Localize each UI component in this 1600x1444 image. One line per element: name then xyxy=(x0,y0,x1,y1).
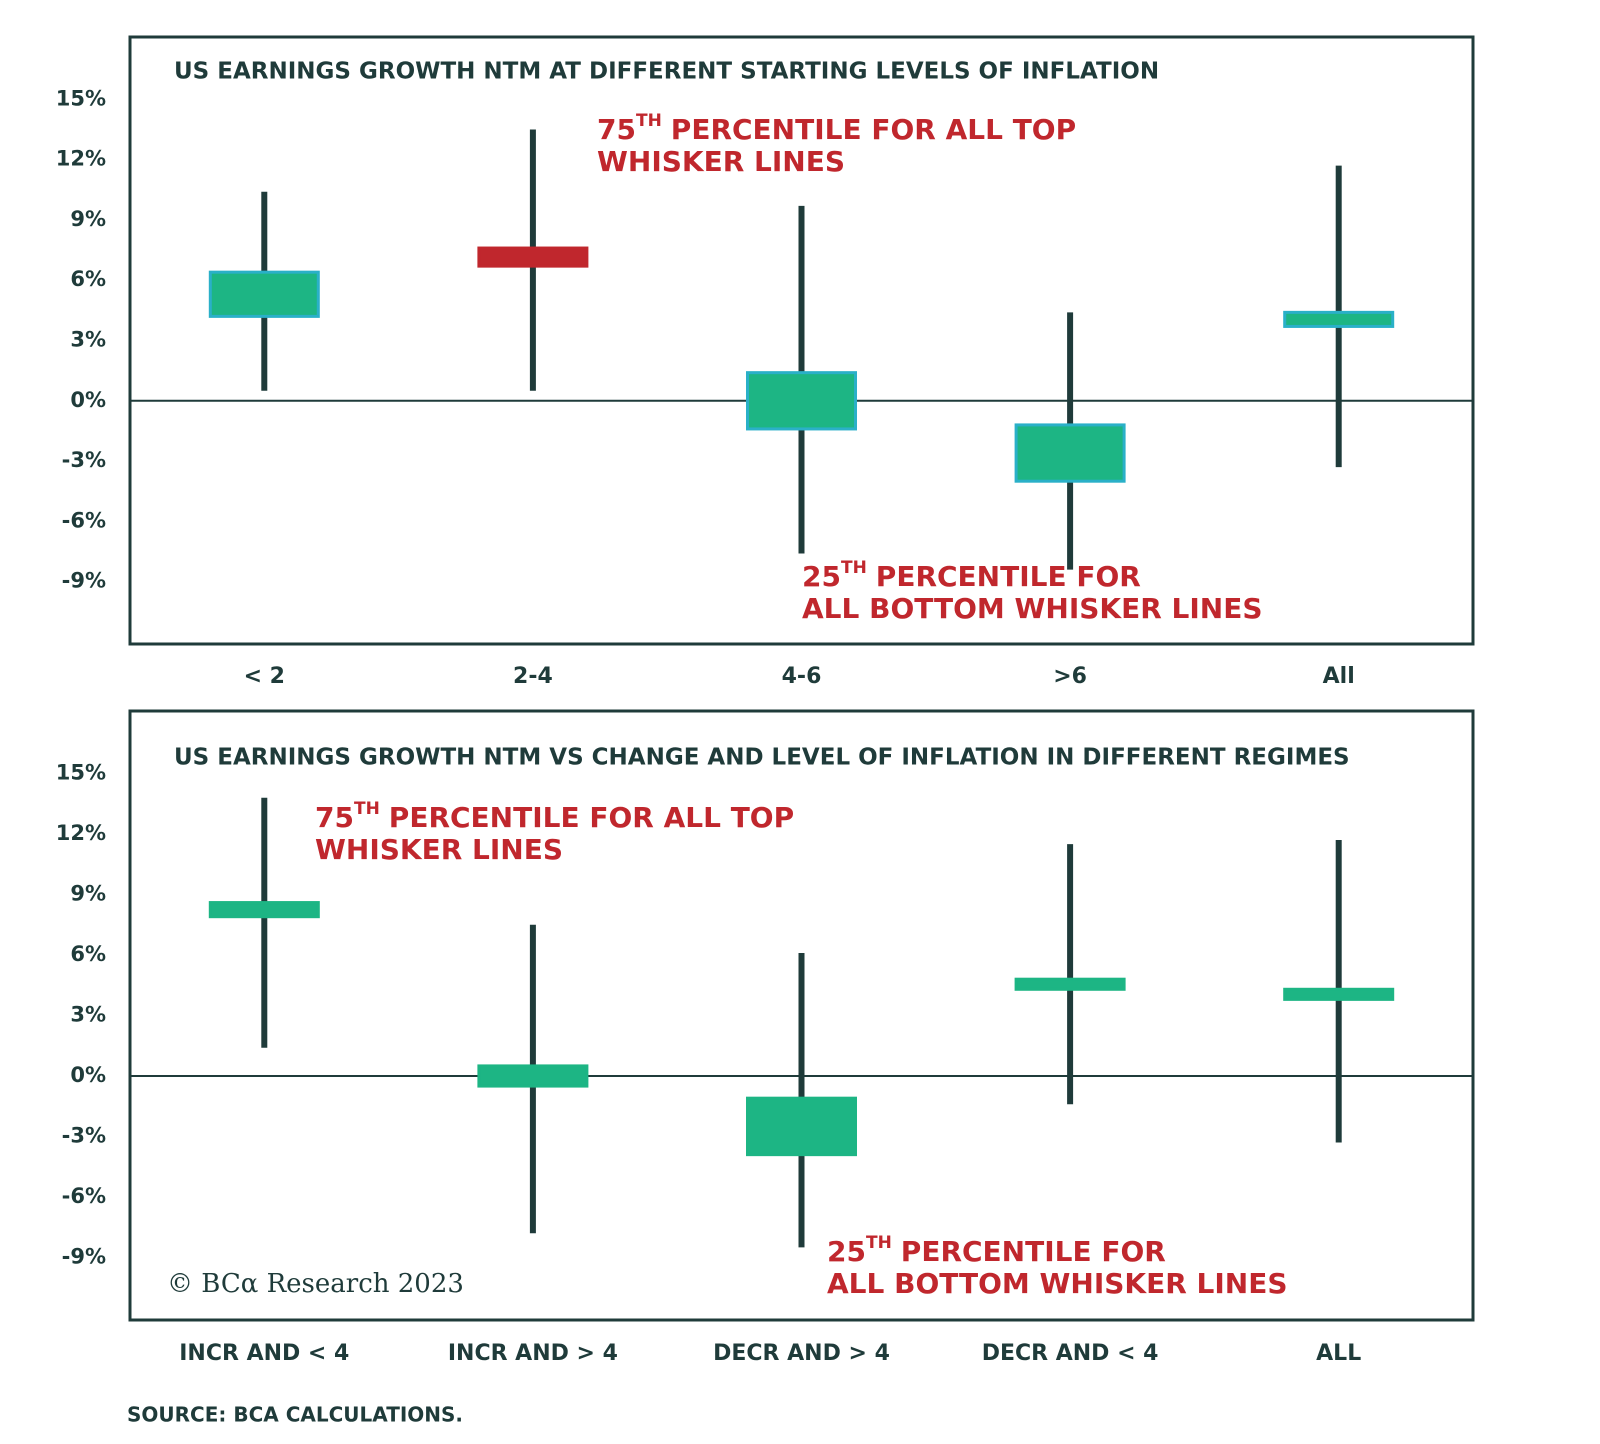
box xyxy=(1283,987,1395,1001)
annotation: 25TH PERCENTILE FOR xyxy=(827,1233,1166,1268)
x-tick-label: DECR AND < 4 xyxy=(982,1341,1159,1366)
annotation: WHISKER LINES xyxy=(315,833,563,866)
box xyxy=(477,1064,589,1088)
y-tick-label: 12% xyxy=(56,147,106,171)
copyright: © BCα Research 2023 xyxy=(167,1269,464,1299)
annotation-superscript: TH xyxy=(841,558,867,578)
annotation-number: 25 xyxy=(827,1235,866,1268)
y-tick-label: 12% xyxy=(56,821,106,845)
y-tick-label: 3% xyxy=(70,328,106,352)
x-tick-label: < 2 xyxy=(244,664,285,689)
y-tick-label: 15% xyxy=(56,761,106,785)
y-tick-label: -3% xyxy=(62,448,106,472)
x-tick-label: 4-6 xyxy=(782,664,822,689)
chart-title: US EARNINGS GROWTH NTM AT DIFFERENT STAR… xyxy=(174,59,1159,85)
annotation-superscript: TH xyxy=(636,111,662,131)
plot-frame xyxy=(128,35,1475,646)
x-tick-label: ALL xyxy=(1316,1341,1361,1366)
annotation-text: PERCENTILE FOR ALL TOP xyxy=(389,801,794,834)
box xyxy=(1014,423,1126,483)
x-tick-label: >6 xyxy=(1053,664,1087,689)
x-tick-label: DECR AND > 4 xyxy=(713,1341,890,1366)
y-tick-label: -6% xyxy=(62,1184,106,1208)
box xyxy=(477,246,589,268)
y-tick-label: -3% xyxy=(62,1123,106,1147)
box xyxy=(1283,310,1395,328)
y-tick-label: -9% xyxy=(62,569,106,593)
chart-title: US EARNINGS GROWTH NTM VS CHANGE AND LEV… xyxy=(174,745,1350,771)
box xyxy=(1014,977,1126,991)
annotation-text: PERCENTILE FOR xyxy=(876,560,1141,593)
annotation: ALL BOTTOM WHISKER LINES xyxy=(827,1267,1288,1300)
x-tick-label: All xyxy=(1323,664,1355,689)
annotation-text: ALL BOTTOM WHISKER LINES xyxy=(802,592,1263,625)
y-tick-label: 9% xyxy=(70,882,106,906)
box xyxy=(208,901,320,919)
box xyxy=(746,371,857,431)
box xyxy=(208,270,320,318)
annotation-text: ALL BOTTOM WHISKER LINES xyxy=(827,1267,1288,1300)
annotation: 75TH PERCENTILE FOR ALL TOP xyxy=(315,799,794,834)
annotation-number: 75 xyxy=(597,113,636,146)
annotation-text: PERCENTILE FOR ALL TOP xyxy=(671,113,1076,146)
plot-frame xyxy=(128,709,1475,1322)
y-tick-label: 6% xyxy=(70,267,106,291)
annotation-text: WHISKER LINES xyxy=(315,833,563,866)
x-tick-label: INCR AND > 4 xyxy=(448,1341,618,1366)
y-tick-label: 15% xyxy=(56,86,106,110)
y-tick-label: 3% xyxy=(70,1003,106,1027)
annotation-text: PERCENTILE FOR xyxy=(901,1235,1166,1268)
annotation-number: 25 xyxy=(802,560,841,593)
annotation: 75TH PERCENTILE FOR ALL TOP xyxy=(597,111,1076,146)
source-note: SOURCE: BCA CALCULATIONS. xyxy=(127,1403,463,1427)
y-tick-label: 9% xyxy=(70,207,106,231)
x-tick-label: 2-4 xyxy=(513,664,553,689)
annotation: 25TH PERCENTILE FOR xyxy=(802,558,1141,593)
y-tick-label: 6% xyxy=(70,942,106,966)
annotation: WHISKER LINES xyxy=(597,145,845,178)
x-tick-label: INCR AND < 4 xyxy=(179,1341,349,1366)
annotation-text: WHISKER LINES xyxy=(597,145,845,178)
y-tick-label: -6% xyxy=(62,508,106,532)
box xyxy=(746,1096,857,1157)
annotation-superscript: TH xyxy=(866,1233,892,1253)
y-tick-label: -9% xyxy=(62,1244,106,1268)
y-tick-label: 0% xyxy=(70,1063,106,1087)
annotation-number: 75 xyxy=(315,801,354,834)
annotation: ALL BOTTOM WHISKER LINES xyxy=(802,592,1263,625)
annotation-superscript: TH xyxy=(354,799,380,819)
y-tick-label: 0% xyxy=(70,388,106,412)
